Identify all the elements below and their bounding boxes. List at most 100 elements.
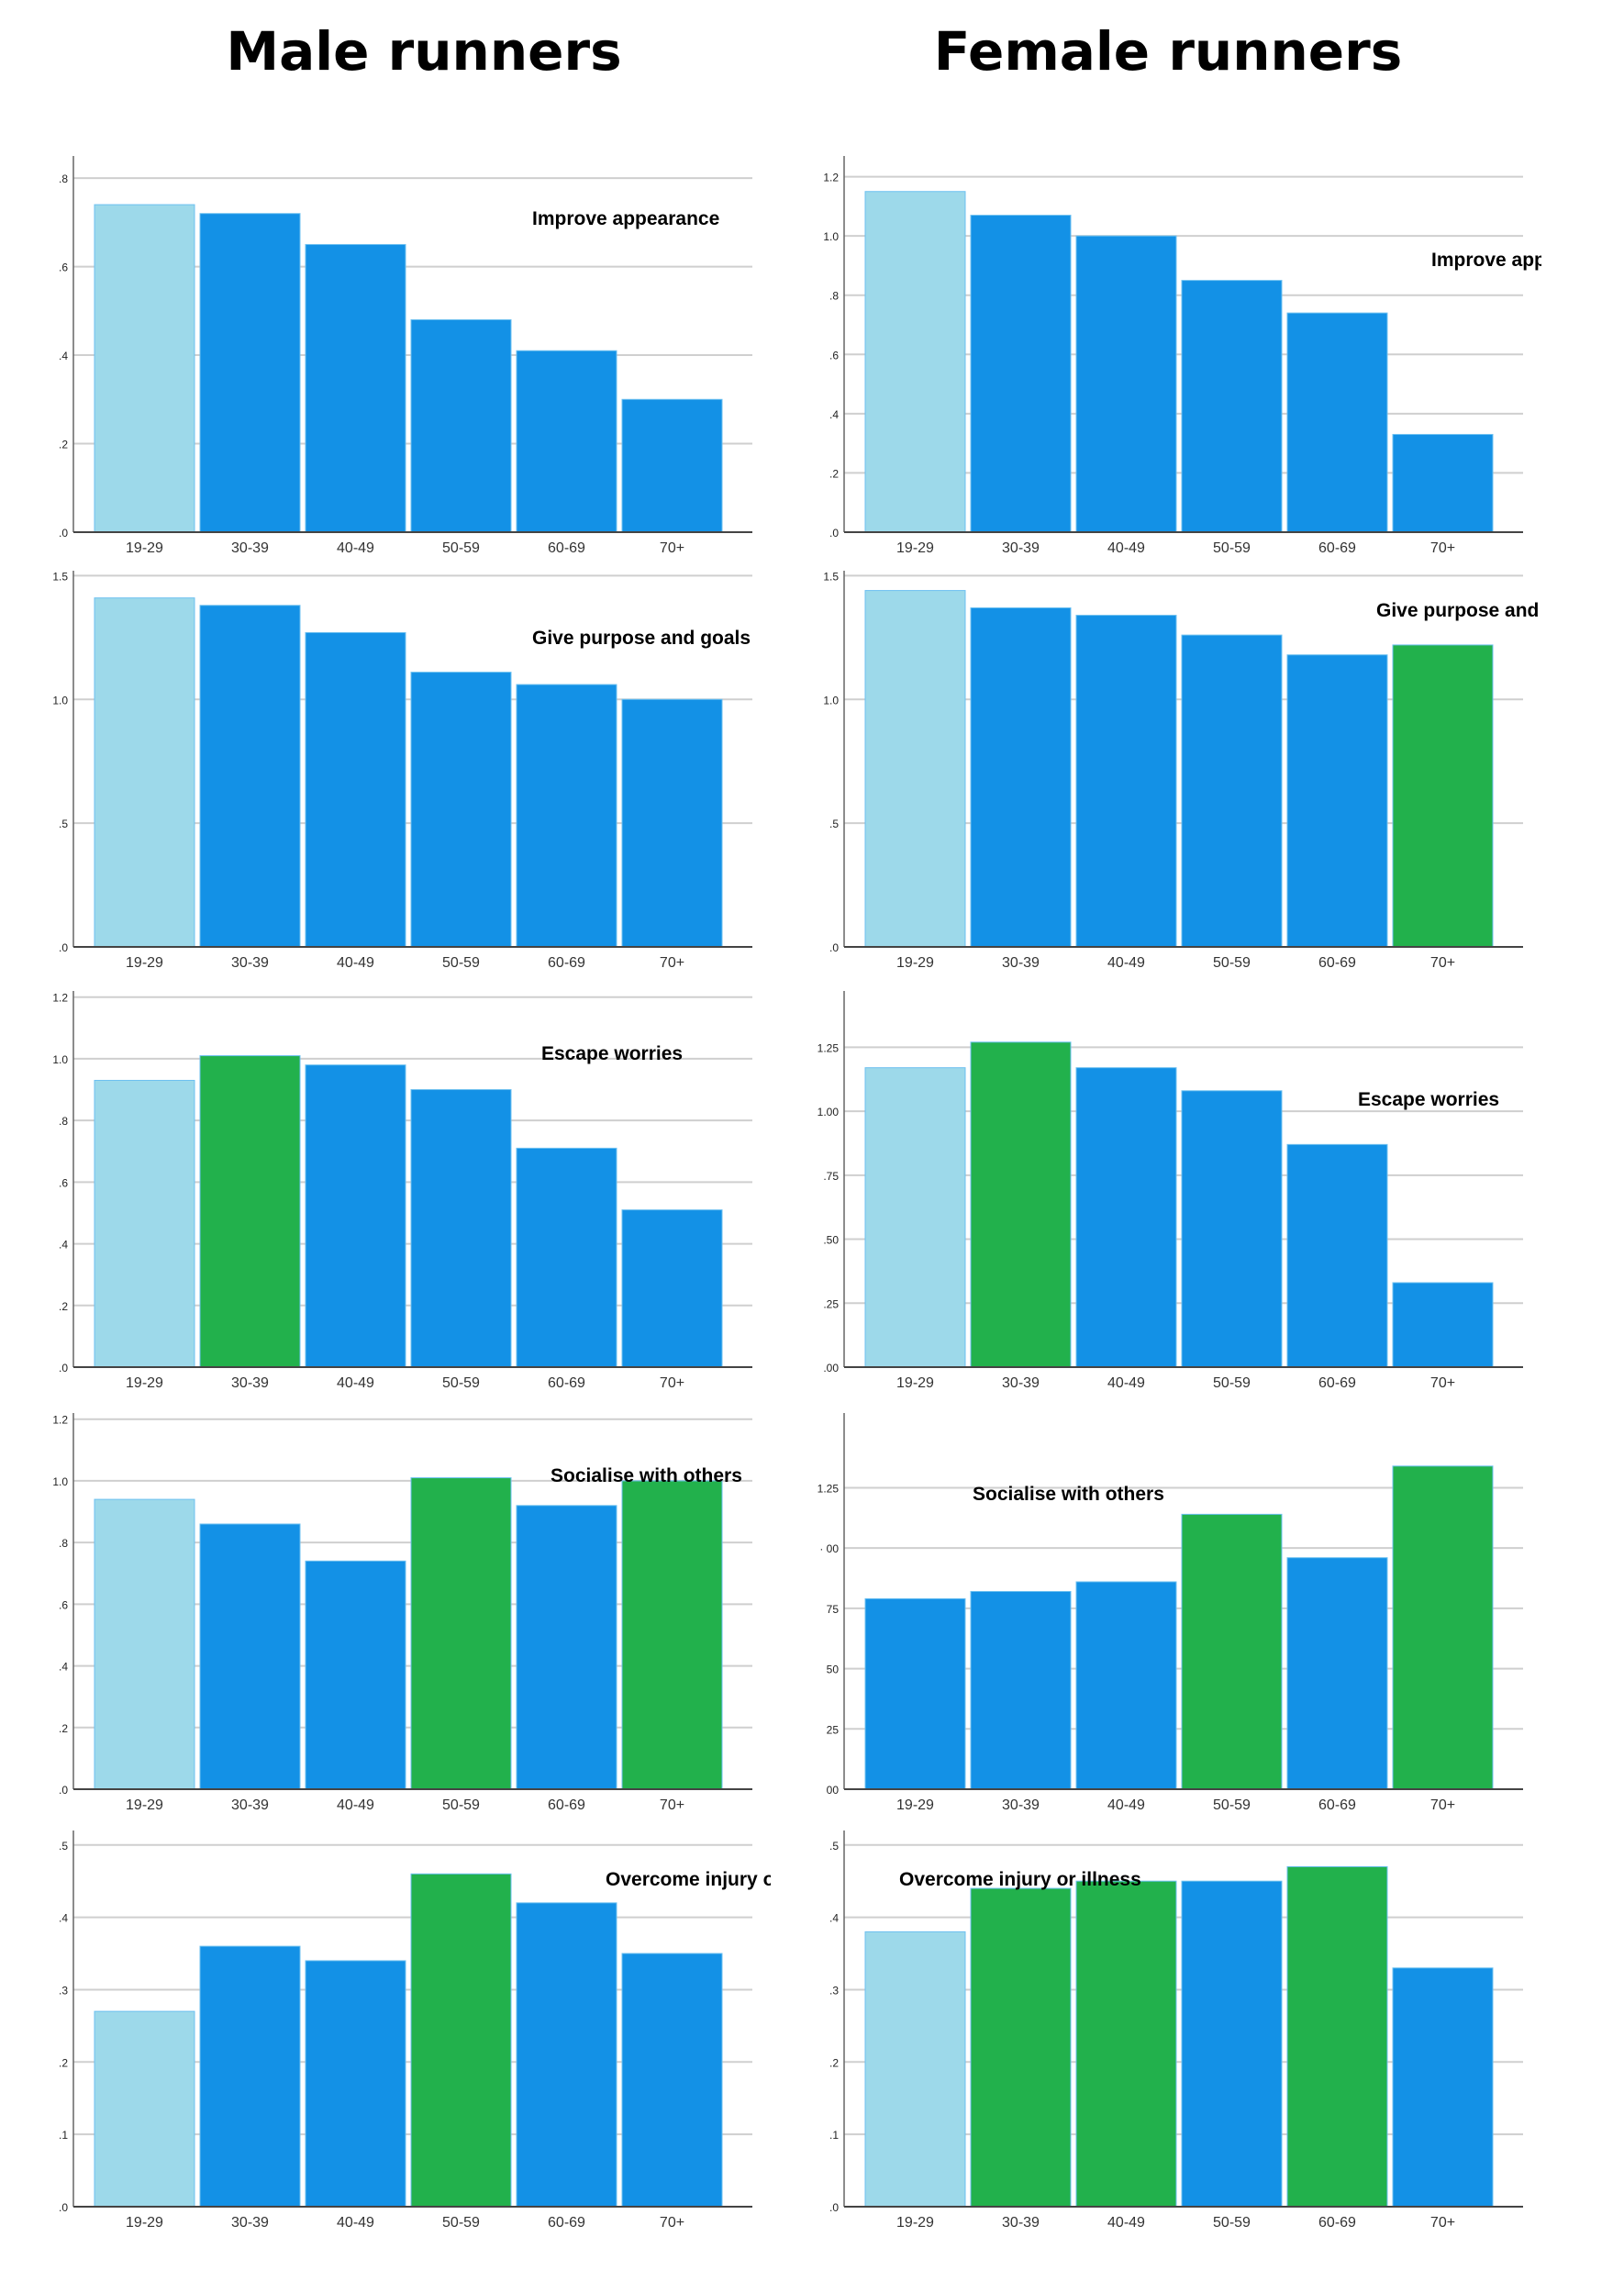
y-tick-label: 1.2 <box>52 992 68 1005</box>
x-tick-label: 60-69 <box>548 1797 585 1813</box>
x-tick-label: 70+ <box>1430 540 1455 556</box>
bar-40-49 <box>1075 1880 1177 2208</box>
bar-30-39 <box>970 606 1072 948</box>
y-tick-label: .3 <box>829 1984 839 1997</box>
y-tick-label: .0 <box>829 941 839 954</box>
x-tick-label: 19-29 <box>126 955 163 971</box>
bar-19-29 <box>94 597 195 948</box>
x-tick-label: 40-49 <box>337 540 374 556</box>
chart-male-6: .0 .2 .4 .6 .8 1.0 1.2 19-29 30-39 40-49 50-59 60-6… <box>18 1404 771 1817</box>
x-tick-label: 40-49 <box>1107 955 1145 971</box>
y-tick-label: .00 <box>823 1362 839 1374</box>
x-tick-label: 50-59 <box>442 2215 480 2231</box>
bar-chart: .0 .2 .4 .6 .8 19-29 30-39 40-49 50-59 60-69 70+ Im… <box>59 156 752 556</box>
bar-50-59 <box>410 1477 512 1790</box>
x-tick-label: 50-59 <box>442 1375 480 1391</box>
bar-70+ <box>1392 1967 1494 2208</box>
x-tick-label: 60-69 <box>548 955 585 971</box>
bar-40-49 <box>1075 1067 1177 1368</box>
x-tick-label: 60-69 <box>1318 540 1356 556</box>
y-tick-label: 1.0 <box>823 694 839 707</box>
y-tick-label: .0 <box>59 2201 68 2214</box>
x-tick-label: 30-39 <box>231 1375 269 1391</box>
chart-female-1: .0 .2 .4 .6 .8 1.0 1.2 19-29 30-39 40-49 50-59 60-6… <box>789 147 1618 560</box>
y-tick-label: .5 <box>829 818 839 830</box>
bar-50-59 <box>1181 1880 1283 2208</box>
y-tick-label: .2 <box>59 439 68 451</box>
chart-label: Improve appearance <box>532 208 719 229</box>
x-tick-label: 70+ <box>660 1375 684 1391</box>
bar-70+ <box>621 1480 723 1790</box>
chart-male-8: .0 .1 .2 .3 .4 .5 19-29 30-39 40-49 50-59 60-69 70+… <box>18 1821 848 2234</box>
chart-label: Give purpose and goals <box>532 628 751 649</box>
bar-70+ <box>1392 1465 1494 1790</box>
bar-50-59 <box>410 1089 512 1368</box>
bar-19-29 <box>94 1498 195 1790</box>
x-tick-label: 50-59 <box>1213 2215 1251 2231</box>
bar-70+ <box>621 698 723 948</box>
male-column-title: Male runners <box>226 20 622 83</box>
y-tick-label: 1.5 <box>823 570 839 583</box>
x-tick-label: 30-39 <box>231 1797 269 1813</box>
x-tick-label: 70+ <box>660 2215 684 2231</box>
y-tick-label: · 00 <box>819 1542 839 1555</box>
y-tick-label: .2 <box>829 467 839 480</box>
y-tick-label: .3 <box>59 1984 68 1997</box>
y-tick-label: .4 <box>829 408 839 421</box>
bar-70+ <box>1392 1282 1494 1368</box>
y-tick-label: 1.2 <box>823 172 839 184</box>
bar-50-59 <box>410 672 512 948</box>
x-tick-label: 60-69 <box>1318 1375 1356 1391</box>
bar-50-59 <box>1181 280 1283 533</box>
x-tick-label: 30-39 <box>1002 955 1040 971</box>
bar-40-49 <box>1075 615 1177 948</box>
bar-30-39 <box>970 1041 1072 1368</box>
bar-19-29 <box>864 590 966 948</box>
chart-label: Give purpose and goals <box>1376 600 1541 621</box>
y-tick-label: .4 <box>59 1912 68 1925</box>
y-tick-label: .1 <box>829 2129 839 2142</box>
chart-label: Overcome injury or illness <box>606 1869 771 1890</box>
chart-male-2: .0 .5 1.0 1.5 19-29 30-39 40-49 50-59 60-69 70+ Gi… <box>18 562 771 974</box>
y-tick-label: 50 <box>827 1664 840 1676</box>
chart-label: Improve appearance <box>1431 250 1541 271</box>
y-tick-label: 1.25 <box>818 1041 840 1054</box>
female-column-title: Female runners <box>933 20 1403 83</box>
bar-40-49 <box>1075 235 1177 533</box>
y-tick-label: .2 <box>59 1722 68 1735</box>
x-tick-label: 50-59 <box>442 1797 480 1813</box>
bar-40-49 <box>1075 1581 1177 1790</box>
y-tick-label: .8 <box>59 172 68 185</box>
y-tick-label: .6 <box>829 349 839 362</box>
y-tick-label: .8 <box>829 290 839 303</box>
y-tick-label: 1.0 <box>52 694 68 707</box>
chart-label: Escape worries <box>541 1043 683 1064</box>
x-tick-label: 30-39 <box>231 540 269 556</box>
x-tick-label: 19-29 <box>126 1375 163 1391</box>
x-tick-label: 70+ <box>1430 955 1455 971</box>
x-tick-label: 50-59 <box>1213 1375 1251 1391</box>
bar-60-69 <box>516 1147 617 1368</box>
bar-30-39 <box>970 1887 1072 2208</box>
x-tick-label: 60-69 <box>548 1375 585 1391</box>
y-tick-label: .4 <box>829 1912 839 1925</box>
bar-30-39 <box>199 1055 301 1368</box>
x-tick-label: 70+ <box>1430 2215 1455 2231</box>
y-tick-label: 1.0 <box>52 1475 68 1488</box>
y-tick-label: 1.25 <box>818 1482 840 1495</box>
bar-50-59 <box>1181 1090 1283 1368</box>
x-tick-label: 19-29 <box>896 1797 934 1813</box>
x-tick-label: 19-29 <box>126 1797 163 1813</box>
x-tick-label: 70+ <box>660 955 684 971</box>
x-tick-label: 60-69 <box>1318 955 1356 971</box>
x-tick-label: 30-39 <box>1002 2215 1040 2231</box>
y-tick-label: .2 <box>829 2056 839 2069</box>
bar-60-69 <box>516 1505 617 1790</box>
bar-19-29 <box>864 1597 966 1790</box>
x-tick-label: 70+ <box>660 1797 684 1813</box>
y-tick-label: .2 <box>59 1300 68 1313</box>
bar-chart: .0 .1 .2 .3 .4 .5 19-29 30-39 40-49 50-59 60-69 70+… <box>59 1830 848 2231</box>
bar-chart: .0 .5 1.0 1.5 19-29 30-39 40-49 50-59 60-69 70+ Gi… <box>823 570 1595 971</box>
x-tick-label: 60-69 <box>1318 2215 1356 2231</box>
x-tick-label: 40-49 <box>1107 2215 1145 2231</box>
